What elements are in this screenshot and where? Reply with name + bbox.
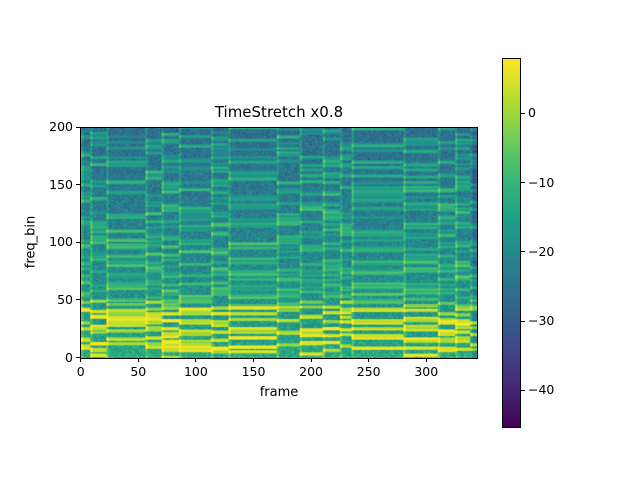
y-tick-mark bbox=[76, 126, 80, 128]
y-tick-mark bbox=[76, 357, 80, 358]
y-tick-label: 150 bbox=[49, 176, 73, 192]
x-tick-label: 200 bbox=[299, 364, 324, 379]
plot-frame bbox=[80, 127, 478, 359]
colorbar-tick-mark bbox=[521, 389, 525, 391]
x-tick-label: 150 bbox=[241, 364, 266, 379]
y-tick-label: 50 bbox=[57, 291, 73, 307]
x-tick-mark bbox=[253, 358, 254, 362]
y-tick-label: 100 bbox=[49, 234, 73, 250]
colorbar-tick-mark bbox=[521, 251, 525, 253]
colorbar-tick-label: −40 bbox=[528, 382, 555, 398]
x-tick-mark bbox=[80, 358, 82, 362]
colorbar-tick-mark bbox=[521, 182, 525, 184]
x-tick-label: 250 bbox=[356, 364, 381, 379]
x-tick-mark bbox=[368, 358, 370, 362]
chart-title: TimeStretch x0.8 bbox=[214, 103, 344, 121]
x-tick-mark bbox=[195, 358, 197, 362]
x-tick-label: 50 bbox=[130, 364, 147, 379]
x-tick-label: 300 bbox=[414, 364, 439, 379]
y-tick-label: 0 bbox=[65, 349, 73, 365]
x-tick-mark bbox=[425, 358, 427, 362]
y-tick-mark bbox=[76, 241, 80, 243]
colorbar-frame bbox=[502, 58, 521, 428]
spectrogram-heatmap bbox=[81, 127, 477, 358]
x-tick-mark bbox=[310, 358, 312, 362]
colorbar-tick-label: 0 bbox=[528, 105, 536, 121]
x-tick-mark bbox=[137, 358, 139, 362]
x-tick-label: 0 bbox=[76, 364, 85, 379]
colorbar bbox=[502, 58, 520, 427]
x-axis-label: frame bbox=[259, 385, 299, 400]
y-tick-label: 200 bbox=[49, 119, 73, 134]
y-tick-mark bbox=[76, 184, 80, 186]
y-tick-mark bbox=[76, 299, 80, 301]
colorbar-tick-mark bbox=[521, 112, 525, 114]
x-tick-label: 100 bbox=[183, 364, 208, 379]
colorbar-tick-mark bbox=[521, 320, 525, 322]
colorbar-tick-label: −10 bbox=[528, 174, 555, 190]
colorbar-tick-label: −20 bbox=[528, 243, 555, 259]
colorbar-tick-label: −30 bbox=[528, 313, 555, 329]
